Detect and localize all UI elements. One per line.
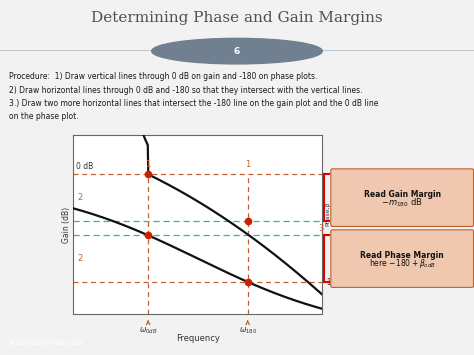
FancyBboxPatch shape bbox=[331, 230, 474, 288]
Text: here $-180+\beta_{odB}$: here $-180+\beta_{odB}$ bbox=[369, 257, 436, 270]
Text: Procedure:  1) Draw vertical lines through 0 dB on gain and -180 on phase plots.: Procedure: 1) Draw vertical lines throug… bbox=[9, 72, 379, 121]
Text: 1: 1 bbox=[245, 160, 250, 169]
Text: Read Gain Margin: Read Gain Margin bbox=[364, 190, 441, 199]
Circle shape bbox=[152, 38, 322, 64]
Text: lesson22et438a.pptx: lesson22et438a.pptx bbox=[9, 340, 83, 346]
Text: $-m_{180}$ dB: $-m_{180}$ dB bbox=[381, 196, 423, 209]
Text: Frequency: Frequency bbox=[176, 334, 220, 343]
Text: 3: 3 bbox=[318, 224, 323, 233]
Text: 0 dB: 0 dB bbox=[76, 162, 93, 171]
Text: Read Phase Margin: Read Phase Margin bbox=[360, 251, 444, 260]
Text: 2: 2 bbox=[78, 254, 83, 263]
Text: Phase,β
Degrees: Phase,β Degrees bbox=[325, 200, 336, 226]
Text: 1: 1 bbox=[146, 160, 151, 169]
Text: 6: 6 bbox=[234, 47, 240, 56]
Text: Determining Phase and Gain Margins: Determining Phase and Gain Margins bbox=[91, 11, 383, 25]
Y-axis label: Gain (dB): Gain (dB) bbox=[62, 207, 71, 242]
Text: $\omega_{0dB}$: $\omega_{0dB}$ bbox=[139, 325, 157, 336]
Text: 2: 2 bbox=[78, 193, 83, 202]
FancyBboxPatch shape bbox=[331, 169, 474, 226]
Text: -180°: -180° bbox=[324, 278, 346, 288]
Text: $\omega_{180}$: $\omega_{180}$ bbox=[238, 325, 257, 336]
